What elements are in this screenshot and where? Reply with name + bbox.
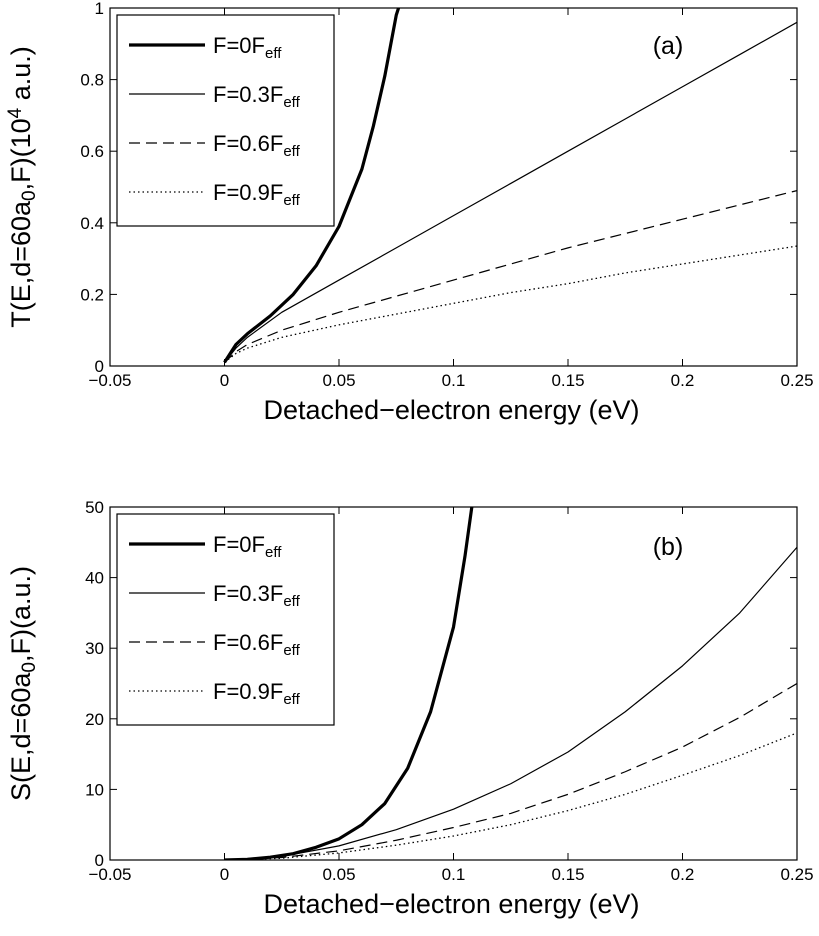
x-tick-label: 0.25 — [780, 371, 813, 390]
y-tick-label: 0 — [95, 851, 104, 870]
y-tick-label: 0 — [95, 357, 104, 376]
y-axis-label: T(E,d=60a0,F)(104 a.u.) — [5, 46, 39, 328]
x-tick-label: 0.15 — [551, 865, 584, 884]
x-tick-label: 0.15 — [551, 371, 584, 390]
y-tick-label: 20 — [85, 710, 104, 729]
x-axis-label: Detached−electron energy (eV) — [264, 889, 640, 919]
y-tick-label: 10 — [85, 780, 104, 799]
series-line-2 — [224, 682, 797, 860]
y-tick-label: 0.8 — [80, 71, 104, 90]
legend-label-2: F=0.6Feff — [213, 131, 301, 160]
x-tick-label: −0.05 — [88, 865, 131, 884]
x-tick-label: 0 — [220, 865, 229, 884]
legend-label-0: F=0Feff — [213, 33, 282, 62]
y-tick-label: 30 — [85, 639, 104, 658]
legend-label-3: F=0.9Feff — [213, 180, 301, 209]
legend-box — [116, 513, 335, 726]
series-line-1 — [224, 21, 797, 363]
legend: F=0Feff F=0.3Feff F=0.6Feff F=0.9Feff — [116, 513, 335, 726]
series-line-1 — [224, 546, 797, 860]
legend-label-3: F=0.9Feff — [213, 679, 301, 708]
panel-label: (a) — [653, 32, 684, 60]
legend: F=0Feff F=0.3Feff F=0.6Feff F=0.9Feff — [116, 14, 335, 227]
legend-box — [116, 14, 335, 227]
x-tick-label: 0.25 — [780, 865, 813, 884]
legend-label-1: F=0.3Feff — [213, 82, 301, 111]
x-tick-label: 0.2 — [671, 371, 695, 390]
legend-label-1: F=0.3Feff — [213, 581, 301, 610]
series-line-3 — [224, 732, 797, 860]
chart-panel-a: −0.05 0 0.05 0.1 0.15 0.2 0.2500.20.40.60.81De… — [5, 0, 813, 425]
x-tick-label: 0 — [220, 371, 229, 390]
y-tick-label: 1 — [95, 0, 104, 18]
y-axis-label: S(E,d=60a0,F)(a.u.) — [6, 566, 40, 801]
x-tick-label: 0.2 — [671, 865, 695, 884]
x-tick-label: 0.1 — [442, 371, 466, 390]
legend-label-2: F=0.6Feff — [213, 630, 301, 659]
series-line-0 — [223, 8, 401, 364]
series-line-3 — [224, 245, 797, 363]
y-tick-label: 0.6 — [80, 142, 104, 161]
y-tick-label: 0.2 — [80, 285, 104, 304]
x-axis-label: Detached−electron energy (eV) — [264, 395, 640, 425]
chart-panel-b: −0.05 0 0.05 0.1 0.15 0.2 0.2501020304050Detac… — [6, 498, 814, 919]
x-tick-label: 0.05 — [322, 371, 355, 390]
x-tick-label: −0.05 — [88, 371, 131, 390]
series-line-2 — [224, 189, 797, 363]
y-tick-label: 0.4 — [80, 214, 104, 233]
legend-label-0: F=0Feff — [213, 532, 282, 561]
x-tick-label: 0.1 — [442, 865, 466, 884]
y-tick-label: 50 — [85, 498, 104, 517]
panel-label: (b) — [653, 533, 684, 561]
x-tick-label: 0.05 — [322, 865, 355, 884]
y-tick-label: 40 — [85, 569, 104, 588]
